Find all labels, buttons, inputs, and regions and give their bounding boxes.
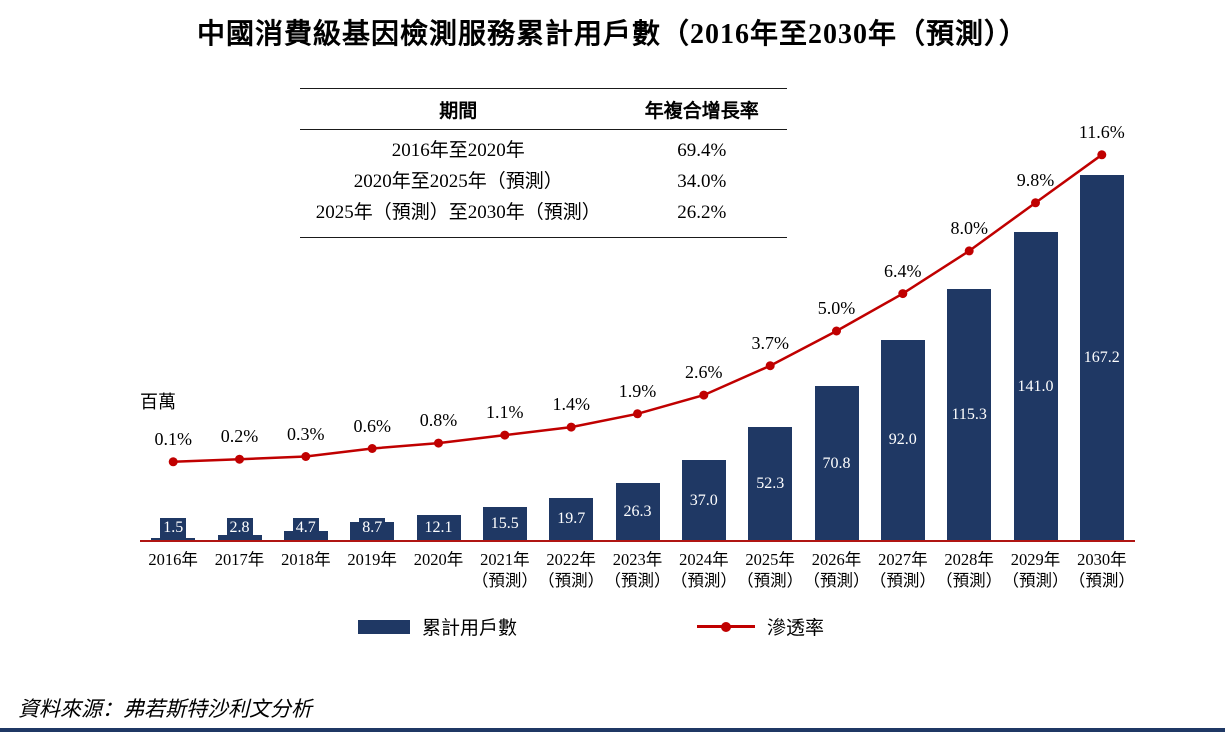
x-axis-label: 2022年 （預測） [538, 549, 604, 591]
x-axis-label-note: （預測） [737, 571, 804, 590]
x-axis-label: 2017年 [206, 549, 272, 570]
penetration-rate-label: 0.3% [287, 423, 325, 444]
legend-label-penetration-rate: 滲透率 [767, 618, 825, 639]
bar-value-label: 70.8 [819, 453, 854, 474]
x-axis-label-year: 2028年 [944, 550, 994, 569]
x-axis-label-year: 2023年 [612, 550, 663, 569]
chart-title: 中國消費級基因檢測服務累計用戶數（2016年至2030年（預測）） [196, 19, 1028, 50]
legend-label-cumulative-users: 累計用戶數 [422, 618, 518, 639]
line-swatch-dot [721, 621, 731, 632]
bar [151, 537, 196, 541]
penetration-rate-label: 0.2% [220, 426, 259, 447]
x-axis-label: 2018年 [273, 549, 339, 570]
x-axis-label: 2025年 （預測） [737, 549, 803, 591]
x-axis-label-note: （預測） [471, 571, 538, 590]
bar-value-label: 2.8 [226, 518, 253, 538]
x-axis-label-year: 2022年 [546, 550, 596, 569]
x-axis-label: 2026年 （預測） [803, 549, 869, 591]
cagr-table-header: 期間 年複合增長率 [300, 89, 787, 130]
penetration-rate-label: 1.1% [486, 402, 524, 423]
x-axis-label-year: 2019年 [347, 550, 397, 569]
x-axis-label-note: （預測） [1002, 571, 1069, 590]
penetration-rate-label: 5.0% [817, 298, 856, 318]
x-axis-label: 2016年 [140, 549, 206, 570]
x-axis-label-note: （預測） [1068, 571, 1135, 590]
x-axis-label-year: 2016年 [148, 550, 198, 569]
x-axis-label-year: 2029年 [1010, 550, 1061, 569]
penetration-rate-label: 2.6% [685, 362, 723, 383]
x-axis-label: 2027年 （預測） [870, 549, 936, 591]
x-axis-label-year: 2018年 [281, 550, 331, 569]
col-header-period: 期間 [439, 101, 478, 122]
bar-series-swatch [358, 619, 410, 634]
x-axis-label: 2020年 [405, 549, 471, 570]
legend-item-penetration-rate: 滲透率 [697, 613, 824, 640]
bar-value-label: 167.2 [1080, 348, 1123, 368]
bar-value-label: 4.7 [292, 518, 319, 538]
x-axis-label-year: 2026年 [811, 550, 862, 569]
bar-value-label: 26.3 [620, 502, 655, 523]
bar-value-label: 15.5 [487, 514, 522, 534]
bar-value-label: 92.0 [885, 430, 920, 451]
penetration-rate-label: 0.1% [154, 428, 192, 449]
bar-value-label: 37.0 [686, 490, 721, 511]
x-axis-label-note: （預測） [869, 571, 936, 590]
x-axis-label-year: 2030年 [1077, 550, 1127, 569]
y-axis-unit-label: 百萬 [140, 392, 176, 412]
x-axis-label-note: （預測） [538, 571, 605, 590]
x-axis-label: 2021年 （預測） [472, 549, 538, 591]
legend-item-cumulative-users: 累計用戶數 [358, 613, 517, 640]
bottom-border [0, 728, 1225, 732]
x-axis-label-year: 2017年 [214, 550, 265, 569]
x-axis-label-note: （預測） [936, 571, 1003, 590]
x-axis-label: 2019年 [339, 549, 405, 570]
x-axis-label-year: 2027年 [878, 550, 928, 569]
penetration-rate-label: 3.7% [751, 332, 789, 353]
bar-value-label: 12.1 [421, 517, 456, 538]
penetration-rate-label: 1.9% [618, 380, 657, 401]
col-header-cagr: 年複合增長率 [644, 101, 759, 122]
penetration-rate-label: 9.8% [1016, 169, 1055, 190]
bar-value-label: 1.5 [160, 518, 187, 538]
source-note: 資料來源：弗若斯特沙利文分析 [18, 697, 312, 721]
penetration-rate-label: 6.4% [884, 260, 922, 281]
x-axis-label-note: （預測） [670, 571, 737, 590]
bar-value-label: 52.3 [753, 473, 788, 494]
x-axis-label: 2023年 （預測） [604, 549, 670, 591]
x-axis-label: 2029年 （預測） [1002, 549, 1068, 591]
x-axis-label-note: （預測） [604, 571, 671, 590]
x-axis-line [140, 540, 1135, 542]
x-axis-label: 2028年 （預測） [936, 549, 1002, 591]
penetration-rate-label: 1.4% [552, 394, 590, 415]
x-axis-label-year: 2020年 [413, 550, 464, 569]
bar-value-label: 141.0 [1014, 376, 1057, 397]
line-series-swatch [697, 620, 755, 634]
penetration-rate-label: 11.6% [1078, 121, 1125, 142]
bar-value-label: 19.7 [554, 509, 589, 530]
x-axis-label: 2030年 （預測） [1069, 549, 1135, 591]
x-axis-label-year: 2025年 [745, 550, 795, 569]
penetration-rate-label: 0.8% [419, 410, 458, 431]
bar-value-label: 8.7 [359, 518, 386, 538]
penetration-rate-label: 8.0% [950, 217, 988, 238]
bar-value-label: 115.3 [948, 404, 990, 425]
penetration-rate-label: 0.6% [353, 415, 391, 436]
x-axis-label: 2024年 （預測） [671, 549, 737, 591]
x-axis-label-year: 2021年 [480, 550, 530, 569]
x-axis-label-year: 2024年 [679, 550, 729, 569]
x-axis-label-note: （預測） [803, 571, 870, 590]
